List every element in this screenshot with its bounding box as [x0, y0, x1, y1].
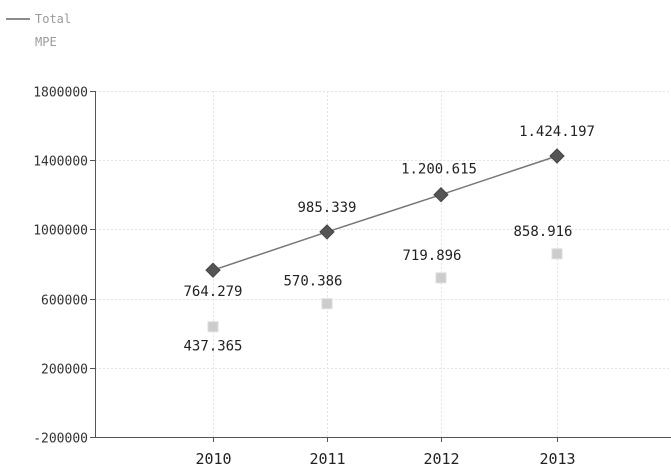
point-mpe [551, 248, 563, 260]
legend-label-mpe: MPE [35, 35, 57, 49]
point-total [549, 148, 565, 164]
data-label-total: 764.279 [183, 284, 242, 300]
data-label-mpe: 858.916 [513, 224, 572, 240]
y-tick-label: 1400000 [33, 155, 88, 170]
point-total [433, 186, 449, 203]
point-mpe [207, 321, 219, 333]
legend-label-total: Total [35, 12, 71, 26]
data-labels: 764.279 985.339 1.200.615 1.424.197 437.365 5… [183, 124, 594, 355]
x-tick-label: 2011 [309, 450, 345, 468]
y-tick-label: 200000 [41, 363, 88, 378]
legend: Total MPE [6, 12, 71, 49]
point-total [205, 262, 221, 278]
data-label-total: 1.200.615 [401, 162, 477, 178]
point-mpe [435, 272, 447, 284]
x-tick-label: 2012 [423, 450, 459, 468]
data-label-mpe: 719.896 [402, 248, 461, 264]
series-line-total [212, 155, 558, 271]
point-total [319, 224, 335, 240]
x-ticks: 2010 2011 2012 2013 [195, 450, 575, 468]
point-mpe [321, 298, 333, 310]
y-tick-label: 1800000 [33, 86, 88, 101]
y-tick-label: 1000000 [33, 224, 88, 239]
data-label-mpe: 437.365 [183, 339, 242, 355]
grid [95, 91, 671, 438]
series-layer [205, 148, 565, 333]
y-tick-label: -200000 [33, 432, 88, 447]
x-tick-label: 2013 [539, 450, 575, 468]
data-label-total: 985.339 [297, 200, 356, 216]
y-ticks: 1800000 1400000 1000000 600000 200000 -200000 [33, 86, 88, 447]
x-tick-label: 2010 [195, 450, 231, 468]
y-tick-label: 600000 [41, 294, 88, 309]
data-label-mpe: 570.386 [283, 274, 342, 290]
axes [90, 91, 671, 442]
data-label-total: 1.424.197 [519, 124, 595, 140]
